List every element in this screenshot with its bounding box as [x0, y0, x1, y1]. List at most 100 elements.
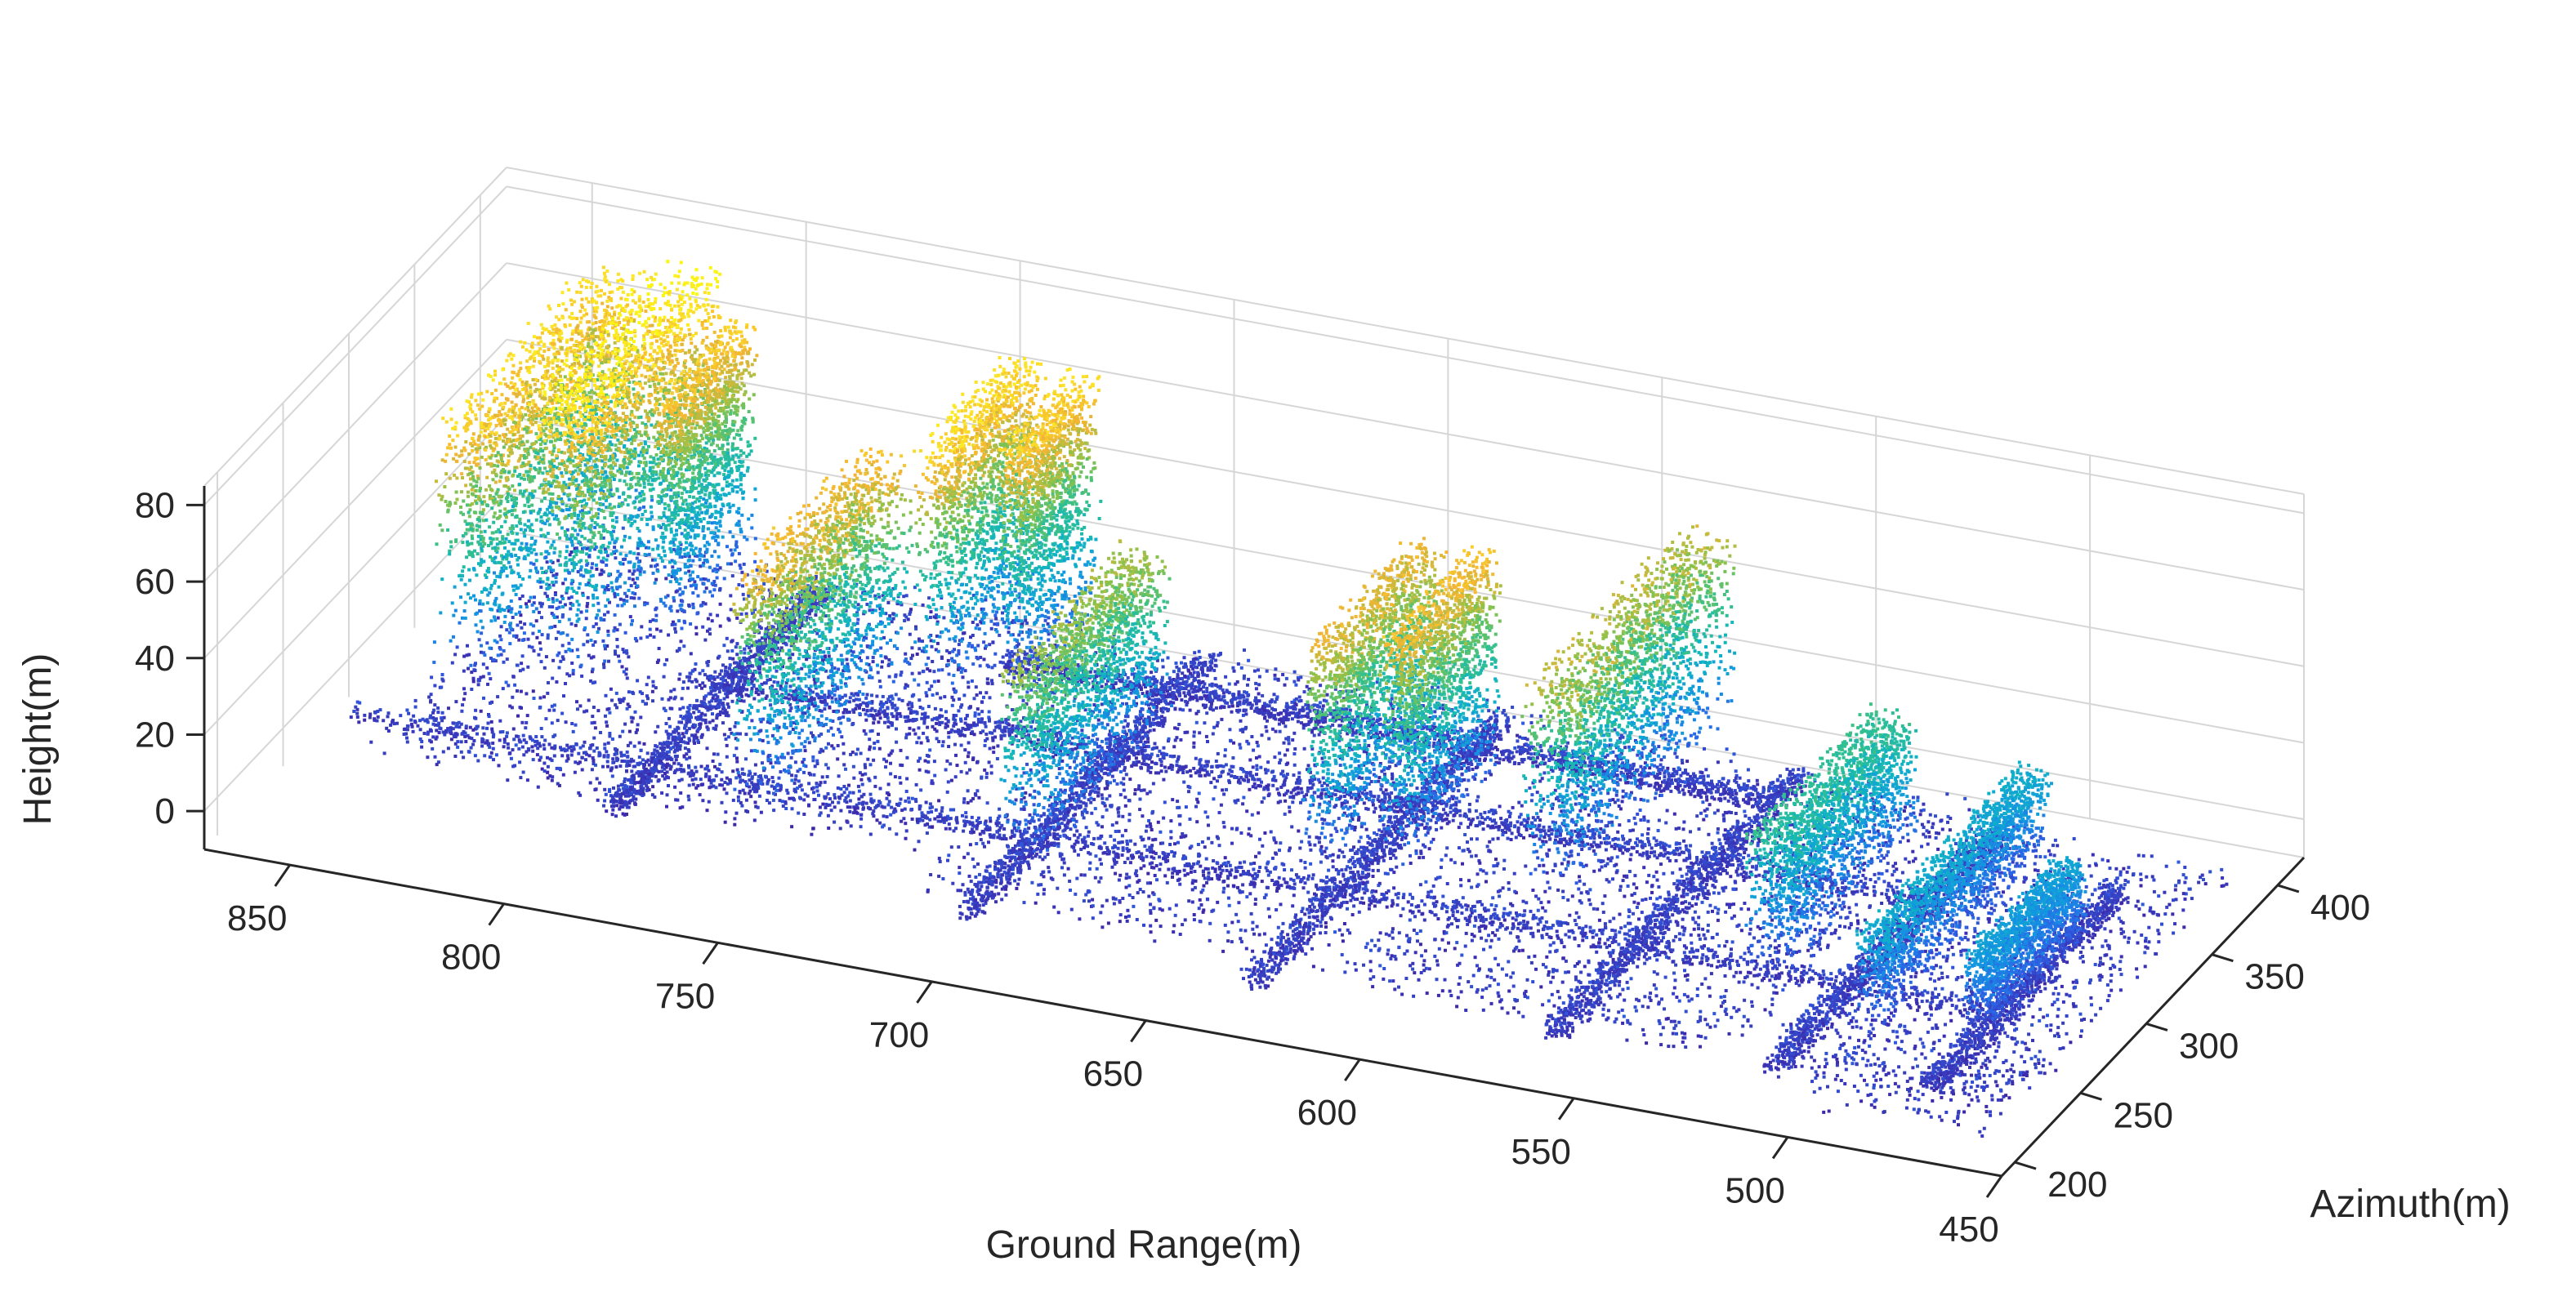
ground-point	[1627, 745, 1631, 749]
ground-point	[873, 784, 877, 788]
ground-point	[1819, 913, 1823, 917]
ground-point	[1436, 685, 1440, 689]
ground-point	[1364, 881, 1368, 885]
ground-point	[862, 792, 866, 796]
ground-point	[1355, 898, 1359, 902]
ground-point	[1192, 730, 1196, 734]
ground-point	[1162, 778, 1166, 782]
ground-point	[511, 675, 516, 679]
ground-point	[1185, 703, 1189, 707]
ground-point	[1297, 829, 1301, 833]
ground-point	[615, 638, 619, 641]
ground-point	[1405, 933, 1409, 938]
ground-point	[1287, 736, 1291, 740]
ground-point	[605, 724, 609, 728]
ground-point	[1224, 675, 1228, 679]
ground-point	[1114, 830, 1118, 833]
ground-point	[1826, 868, 1830, 872]
ground-point	[687, 555, 691, 559]
ground-point	[526, 637, 530, 641]
ground-point	[1149, 930, 1153, 934]
ground-point	[446, 746, 450, 751]
ground-point	[812, 670, 816, 673]
ground-point	[1247, 658, 1251, 662]
ground-point	[606, 741, 610, 745]
y-axis-line	[2000, 856, 2306, 1178]
ground-point	[1498, 825, 1502, 829]
ground-point	[1821, 930, 1825, 934]
ground-point	[984, 772, 989, 776]
ground-point	[544, 717, 548, 721]
ground-point	[519, 776, 523, 780]
ground-point	[1221, 691, 1225, 695]
ground-point	[1682, 820, 1686, 824]
ground-point	[1020, 786, 1025, 791]
ground-point	[1712, 891, 1716, 895]
ground-point	[1905, 816, 1909, 820]
ground-point	[1646, 819, 1650, 823]
ground-point	[929, 873, 933, 876]
ground-point	[836, 786, 840, 790]
ground-point	[677, 778, 681, 782]
ground-point	[550, 778, 554, 782]
ground-point	[1023, 725, 1026, 729]
ground-point	[791, 728, 795, 731]
ground-point	[489, 701, 492, 705]
ground-point	[1800, 964, 1804, 968]
ground-point	[1120, 840, 1124, 844]
ground-point	[1002, 733, 1007, 737]
ground-point	[1485, 844, 1489, 849]
ground-point	[527, 644, 531, 648]
ground-point	[917, 671, 922, 675]
ground-point	[1596, 945, 1601, 949]
ground-point	[642, 742, 646, 746]
ground-point	[520, 626, 524, 630]
ground-point	[1551, 820, 1555, 824]
ground-point	[1445, 925, 1449, 929]
ground-point	[1721, 813, 1726, 817]
ground-point	[1148, 790, 1152, 794]
ground-point	[509, 756, 513, 760]
ground-point	[1531, 980, 1535, 984]
ground-point	[1011, 633, 1015, 637]
ground-point	[730, 648, 734, 653]
ground-point	[1286, 761, 1290, 765]
ground-point	[1710, 841, 1714, 845]
ground-point	[1509, 975, 1513, 979]
ground-point	[1047, 632, 1051, 636]
ground-point	[1727, 1032, 1731, 1036]
ground-point	[1896, 818, 1900, 822]
ground-point	[1657, 885, 1661, 889]
ground-point	[971, 594, 975, 597]
ground-point	[1435, 827, 1439, 831]
ground-point	[1334, 867, 1338, 871]
ground-point	[1697, 927, 1701, 931]
ground-point	[547, 583, 551, 587]
ground-point	[1409, 862, 1413, 865]
ground-point	[1206, 740, 1209, 743]
ground-point	[420, 745, 424, 749]
ground-point	[1949, 817, 1953, 820]
ground-point	[1435, 978, 1439, 982]
ground-point	[1078, 771, 1083, 775]
ground-point	[1455, 1005, 1459, 1009]
ground-point	[586, 602, 590, 605]
ground-point	[584, 617, 588, 621]
ground-point	[1243, 860, 1247, 864]
ground-point	[1331, 859, 1335, 863]
ground-point	[592, 736, 596, 740]
ground-point	[1346, 732, 1350, 736]
ground-point	[613, 752, 617, 756]
ground-point	[1205, 711, 1209, 715]
ground-point	[1093, 876, 1097, 880]
ground-point	[962, 855, 967, 859]
ground-point	[819, 811, 823, 815]
ground-point	[904, 733, 909, 737]
ground-point	[1264, 768, 1267, 772]
ground-point	[926, 667, 930, 671]
ground-point	[732, 754, 736, 758]
ground-point	[899, 781, 903, 785]
ground-point	[1050, 690, 1054, 694]
ground-point	[1072, 779, 1076, 783]
ground-point	[899, 763, 903, 767]
